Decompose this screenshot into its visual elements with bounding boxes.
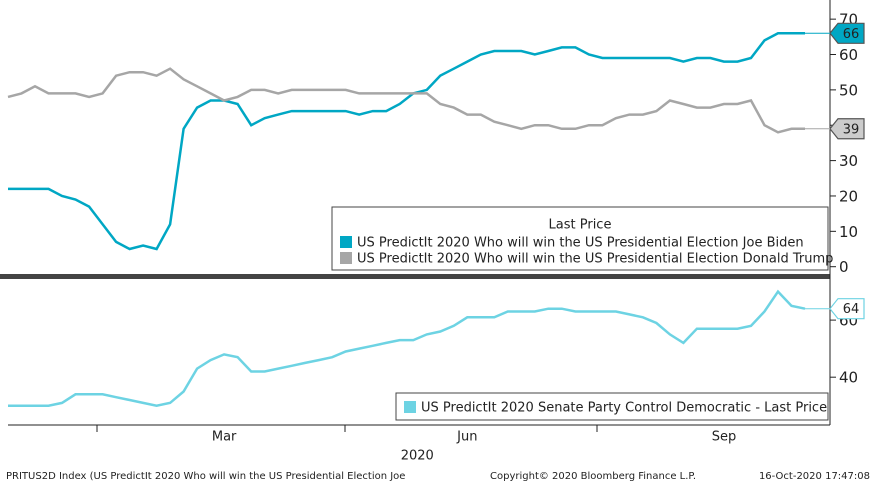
footer-center: Copyright© 2020 Bloomberg Finance L.P.	[490, 471, 696, 482]
series-line	[7, 67, 805, 134]
legend-swatch	[340, 252, 352, 264]
y-tick-label: 20	[839, 187, 858, 205]
last-value-label: 39	[843, 122, 860, 137]
series-line	[8, 32, 805, 251]
y-tick-label: 10	[839, 223, 858, 241]
y-tick-label: 50	[839, 81, 858, 99]
x-tick-label: Sep	[712, 430, 737, 445]
legend-label: US PredictIt 2020 Who will win the US Pr…	[357, 252, 833, 267]
footer-right: 16-Oct-2020 17:47:08	[759, 471, 870, 482]
legend-swatch	[340, 236, 352, 248]
legend-box	[395, 392, 829, 421]
last-value-tag	[829, 298, 865, 320]
legend-box	[331, 206, 829, 271]
last-value-tag	[829, 22, 865, 44]
last-value-label: 64	[843, 302, 860, 317]
footer-left: PRITUS2D Index (US PredictIt 2020 Who wi…	[6, 471, 405, 482]
x-tick-label: Jun	[456, 430, 477, 445]
x-tick-label: Mar	[212, 430, 237, 445]
legend-title: Last Price	[549, 218, 612, 233]
y-tick-label: 40	[839, 369, 858, 387]
legend-swatch	[404, 401, 416, 413]
y-tick-label: 30	[839, 152, 858, 170]
panel-divider	[0, 274, 830, 279]
legend-label: US PredictIt 2020 Who will win the US Pr…	[357, 236, 804, 251]
y-tick-label: 0	[839, 258, 849, 276]
last-value-label: 66	[843, 27, 860, 42]
legend-label: US PredictIt 2020 Senate Party Control D…	[421, 401, 827, 416]
y-tick-label: 60	[839, 46, 858, 64]
last-value-tag	[829, 118, 865, 140]
x-year-label: 2020	[401, 449, 434, 464]
series-line	[8, 289, 806, 407]
